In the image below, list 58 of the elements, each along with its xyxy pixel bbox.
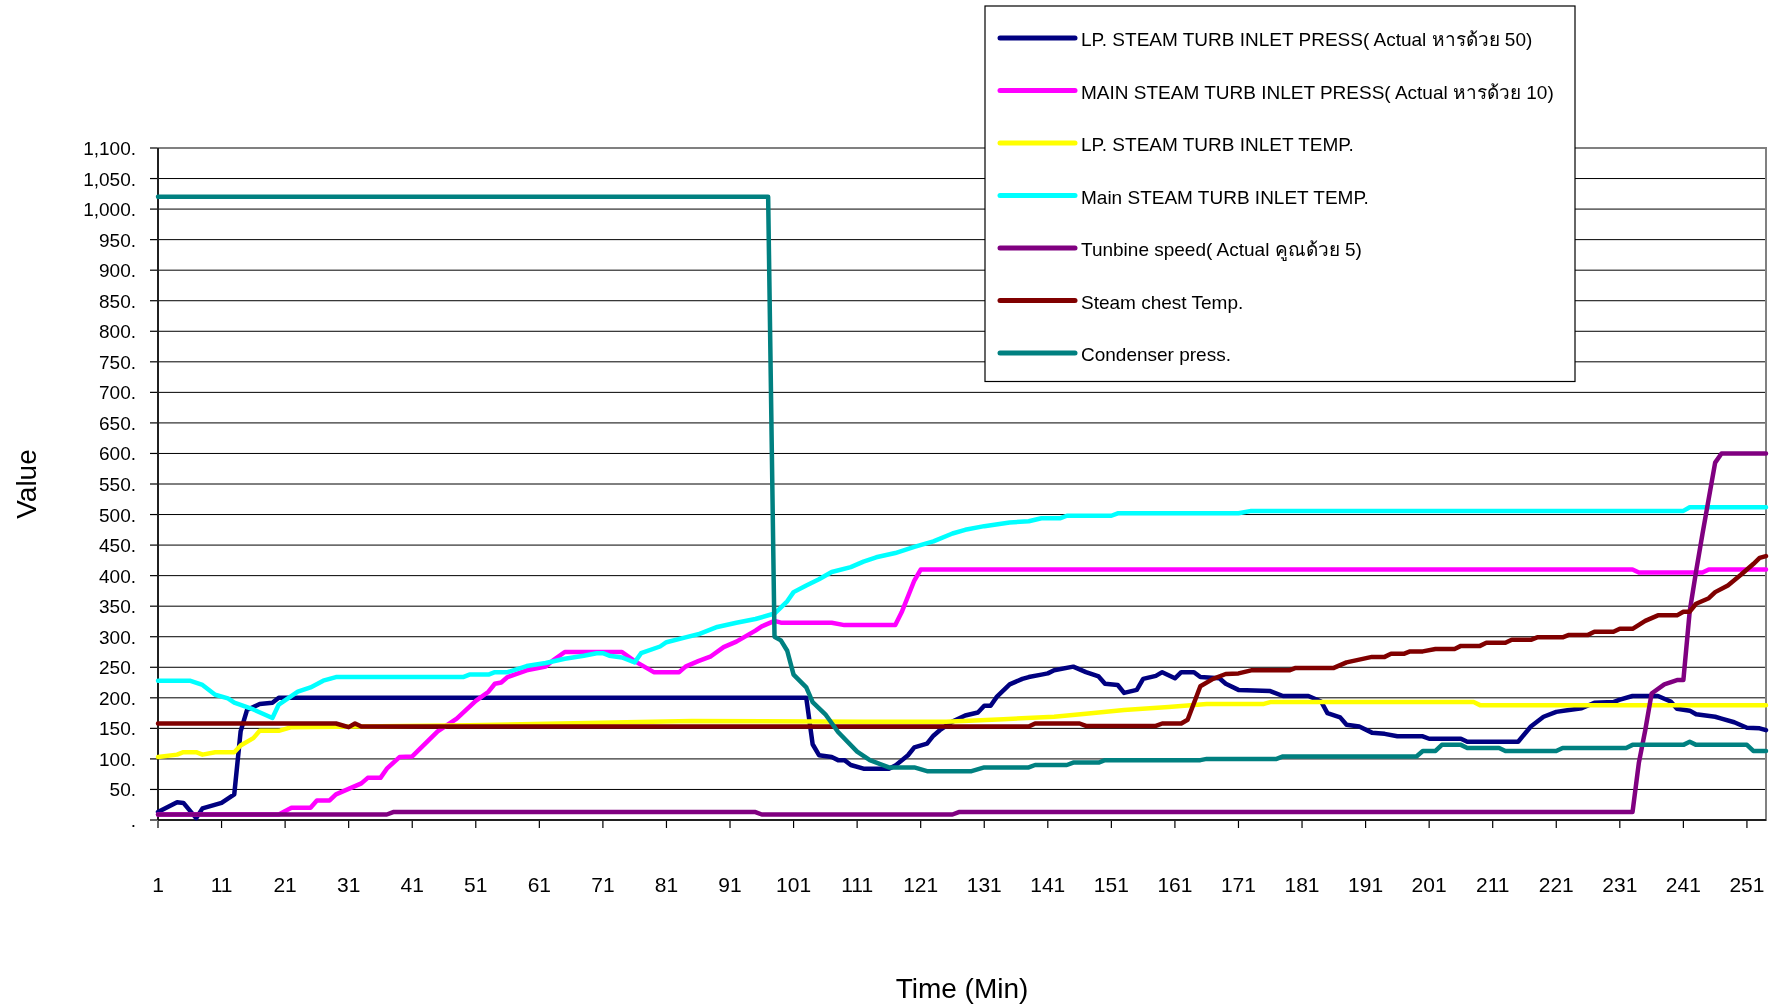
x-tick-label: 131 [966,873,1002,896]
legend-label: Condenser press. [1081,344,1231,365]
y-tick-label: 50. [109,779,136,801]
x-tick-label: 21 [273,873,297,896]
x-tick-label: 111 [841,873,874,896]
y-tick-label: 600. [99,443,136,465]
legend-label: LP. STEAM TURB INLET PRESS( Actual หารด้วย 50) [1081,29,1533,50]
x-tick-label: 1 [152,873,164,896]
y-tick-label: 500. [99,504,136,526]
x-tick-label: 191 [1348,873,1384,896]
legend-label: Steam chest Temp. [1081,291,1244,313]
x-tick-label: 161 [1157,873,1193,896]
y-tick-label: . [130,810,136,831]
y-axis-title: Value [11,449,42,519]
y-tick-label: 900. [99,260,136,282]
y-tick-label: 400. [99,565,136,587]
x-tick-label: 61 [527,873,552,896]
x-tick-label: 141 [1030,873,1066,896]
y-tick-label: 800. [99,321,136,343]
x-tick-label: 121 [903,873,939,896]
y-tick-label: 350. [99,596,136,618]
x-tick-label: 221 [1538,873,1574,896]
x-tick-label: 11 [210,873,233,896]
legend-label: MAIN STEAM TURB INLET PRESS( Actual หารด้วย 10) [1081,81,1554,103]
x-tick-label: 51 [464,873,488,896]
x-tick-label: 231 [1602,873,1638,896]
y-tick-label: 850. [99,290,136,312]
legend-label: Main STEAM TURB INLET TEMP. [1081,186,1369,208]
y-tick-label: 700. [99,382,136,404]
y-tick-label: 100. [99,748,136,770]
y-tick-label: 550. [99,474,136,495]
x-axis-title: Time (Min) [895,973,1029,1004]
y-tick-label: 1,000. [83,199,136,221]
y-tick-label: 200. [99,687,136,709]
x-tick-label: 201 [1411,873,1447,896]
x-tick-label: 91 [718,873,742,896]
x-tick-label: 181 [1284,873,1320,896]
y-tick-label: 250. [99,657,136,679]
y-tick-label: 750. [99,351,136,373]
y-tick-label: 1,100. [83,138,136,159]
x-tick-label: 31 [336,873,361,896]
y-tick-label: 950. [99,229,136,251]
y-tick-label: 150. [99,718,136,740]
x-tick-label: 101 [776,873,812,896]
x-tick-label: 41 [400,873,424,896]
legend-label: LP. STEAM TURB INLET TEMP. [1081,134,1354,155]
y-tick-label: 450. [99,535,136,557]
y-tick-label: 300. [99,626,136,648]
x-tick-label: 251 [1729,873,1765,896]
y-tick-label: 1,050. [83,168,136,190]
legend-label: Tunbine speed( Actual คูณด้วย 5) [1081,239,1362,261]
x-tick-label: 81 [654,873,679,896]
x-tick-label: 211 [1475,873,1510,896]
x-tick-label: 241 [1665,873,1701,896]
x-tick-label: 171 [1220,873,1256,896]
x-tick-label: 71 [591,873,615,896]
y-tick-label: 650. [99,412,136,434]
x-tick-label: 151 [1093,873,1129,896]
